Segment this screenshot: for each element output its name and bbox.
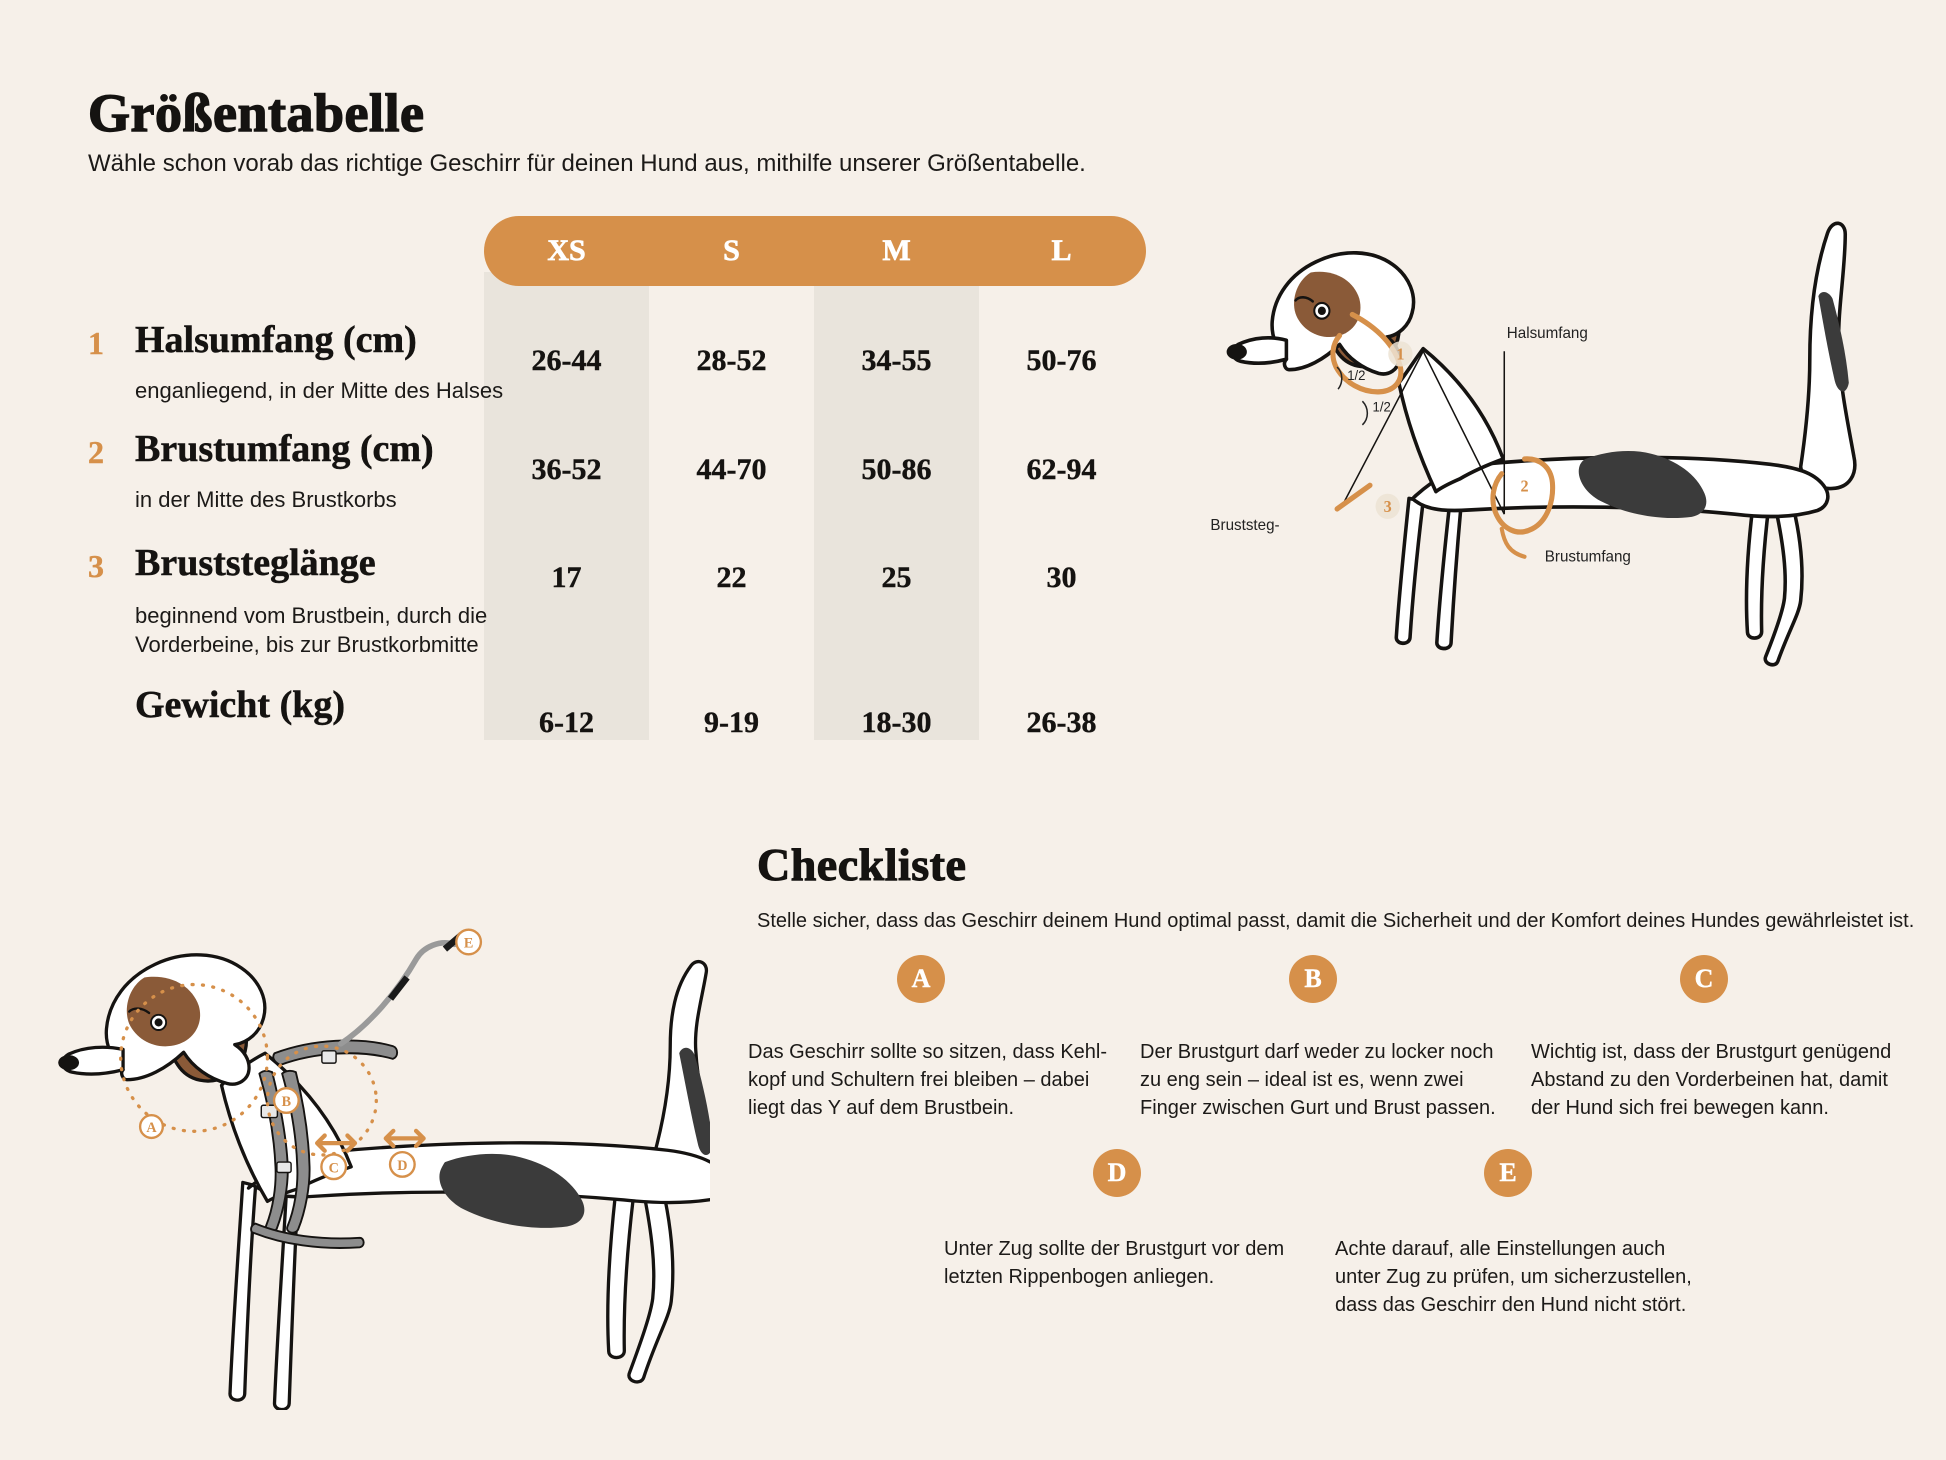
svg-text:A: A: [146, 1120, 157, 1136]
svg-text:B: B: [282, 1094, 292, 1110]
svg-text:C: C: [329, 1160, 339, 1176]
svg-text:Halsumfang: Halsumfang: [1507, 325, 1588, 342]
svg-text:3: 3: [1384, 497, 1392, 516]
svg-text:D: D: [397, 1158, 407, 1174]
svg-text:1/2: 1/2: [1347, 368, 1365, 383]
svg-text:1: 1: [1396, 344, 1404, 363]
svg-text:1/2: 1/2: [1373, 400, 1391, 415]
svg-text:2: 2: [1520, 476, 1528, 495]
svg-text:Bruststeg-: Bruststeg-: [1210, 517, 1279, 534]
svg-text:Brustumfang: Brustumfang: [1545, 548, 1631, 565]
svg-text:E: E: [464, 936, 473, 952]
